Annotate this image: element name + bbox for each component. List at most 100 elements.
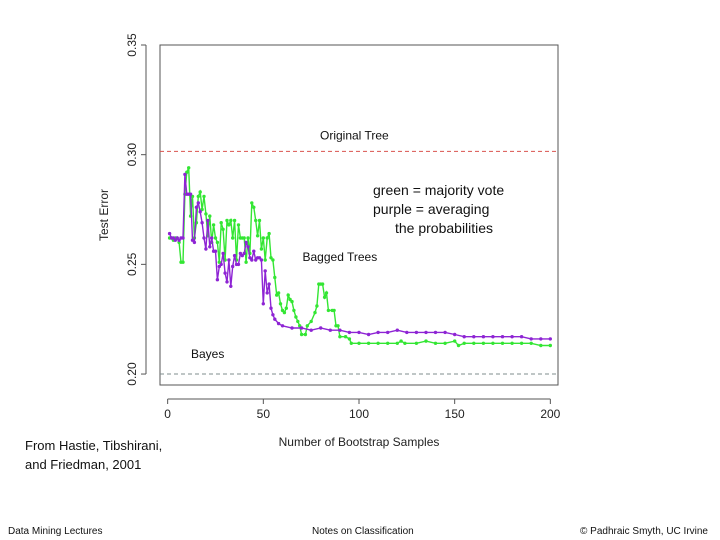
series-point [500,335,505,339]
series-point [192,240,197,245]
series-point [204,212,208,216]
series-point [240,253,244,258]
series-point [433,341,438,345]
series-point [338,335,342,339]
legend-note: green = majority vote purple = averaging… [373,181,504,238]
x-tick-label: 0 [164,407,171,421]
series-point [263,269,267,273]
series-point [276,321,281,326]
series-point [424,330,428,335]
series-point [328,328,332,332]
series-point [177,238,181,242]
series-point [347,337,352,341]
series-point [254,218,258,223]
series-point [232,218,237,223]
series-point [217,260,221,264]
series-point [252,249,256,253]
series-point [219,221,223,225]
series-point [357,341,361,345]
series-point [313,310,317,315]
series-point [261,236,265,240]
series-point [188,192,193,196]
series-point [273,317,277,321]
series-point [206,218,210,223]
series-point [376,341,380,345]
series-point [548,343,552,348]
series-point [196,194,200,199]
plot-frame [159,44,559,386]
series-point [472,335,476,339]
series-point [202,236,206,240]
series-point [187,166,191,170]
series-point [282,310,287,315]
series-point [265,236,269,240]
series-point [376,330,380,335]
series-point [433,330,438,335]
series-point [231,264,235,269]
series-point [196,201,200,205]
series-point [211,223,216,227]
y-tick-label: 0.20 [125,362,139,386]
series-point [198,210,202,214]
series-point [257,256,262,260]
series-point [248,256,252,260]
series-point [443,330,447,335]
series-point [229,218,233,223]
series-point [210,236,214,240]
series-point [244,240,248,245]
series-point [529,337,533,341]
series-point [190,238,195,242]
series-point [185,170,189,174]
legend-note-line-3: the probabilities [395,220,494,236]
series-point [303,332,308,337]
series-point [299,326,304,330]
series-point [225,280,229,284]
series-point [232,253,237,258]
series-point [175,236,179,240]
series-point [414,330,419,335]
series-point [250,258,254,262]
y-tick-label: 0.30 [125,143,139,167]
citation: From Hastie, Tibshirani, and Friedman, 2… [25,436,162,474]
series-point [414,341,419,345]
series-point [305,324,309,328]
series-point [250,201,254,205]
series-point [215,240,220,245]
series-point [548,337,552,341]
series-point [366,332,371,337]
series-point [286,293,290,297]
series-point [227,223,231,227]
series-point [219,262,223,267]
series-point [386,341,390,345]
series-point [456,343,461,348]
reference-label-original-tree: Original Tree [320,128,389,142]
series-point [269,256,273,260]
series-point [290,326,294,330]
series-point [403,341,407,345]
series-point [280,308,285,313]
series-point [255,234,260,238]
series-point [343,335,348,339]
series-point [500,341,505,345]
series-point [213,249,218,253]
x-tick-label: 150 [445,407,465,421]
series-point [246,236,250,240]
series-point [269,306,273,310]
series-point [213,236,218,240]
series-point [338,328,342,332]
series-point [349,341,353,345]
series-point [298,324,302,328]
series-point [271,313,275,317]
series-point [267,231,271,236]
series-point [399,339,403,343]
x-tick-label: 50 [257,407,271,421]
series-point [324,291,329,295]
series-point [481,335,486,339]
series-point [198,190,202,194]
series-point [296,319,300,324]
series-point [242,236,246,240]
series-point [519,341,524,345]
series-point [510,335,514,339]
series-point [215,278,220,282]
series-point [267,282,271,286]
